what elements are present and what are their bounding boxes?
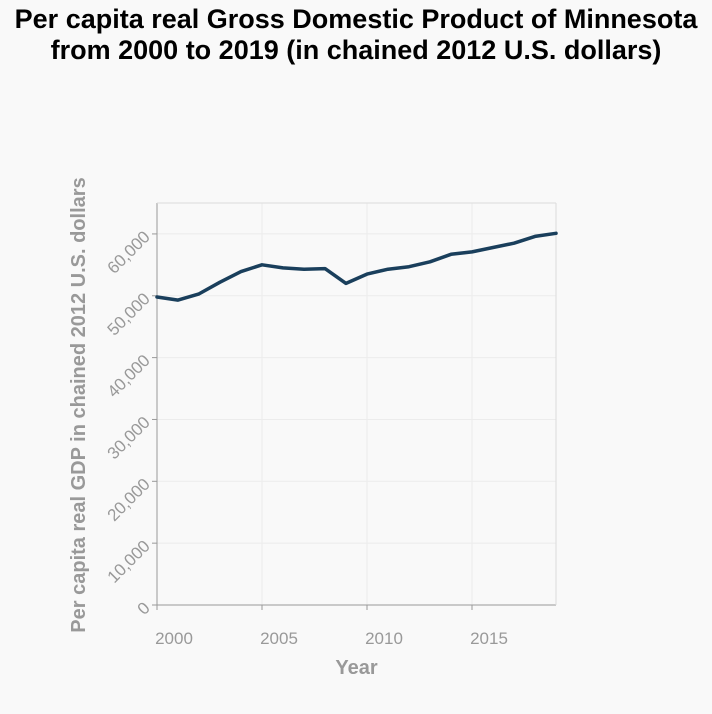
series-group <box>155 231 558 302</box>
x-tick-label: 2010 <box>365 629 403 648</box>
y-axis-ticks: 0 10,000 20,000 30,000 40,000 50,000 60,000 <box>104 227 157 619</box>
axes <box>156 202 557 606</box>
y-tick-label: 10,000 <box>104 537 154 587</box>
y-tick-label: 40,000 <box>104 351 154 401</box>
y-tick-label: 0 <box>134 598 154 618</box>
x-tick-label: 2015 <box>470 629 508 648</box>
grid <box>157 203 556 605</box>
y-tick-label: 50,000 <box>104 289 154 339</box>
chart-title: Per capita real Gross Domestic Product o… <box>14 4 698 65</box>
x-tick-label: 2005 <box>260 629 298 648</box>
y-tick-label: 60,000 <box>104 227 154 277</box>
y-tick-label: 30,000 <box>104 413 154 463</box>
y-tick-label: 20,000 <box>104 475 154 525</box>
x-axis-ticks: 2000 2005 2010 2015 <box>155 605 508 648</box>
x-axis-title: Year <box>335 657 377 679</box>
series-line <box>155 231 558 302</box>
x-tick-label: 2000 <box>155 629 193 648</box>
y-axis-title: Per capita real GDP in chained 2012 U.S.… <box>68 177 90 632</box>
